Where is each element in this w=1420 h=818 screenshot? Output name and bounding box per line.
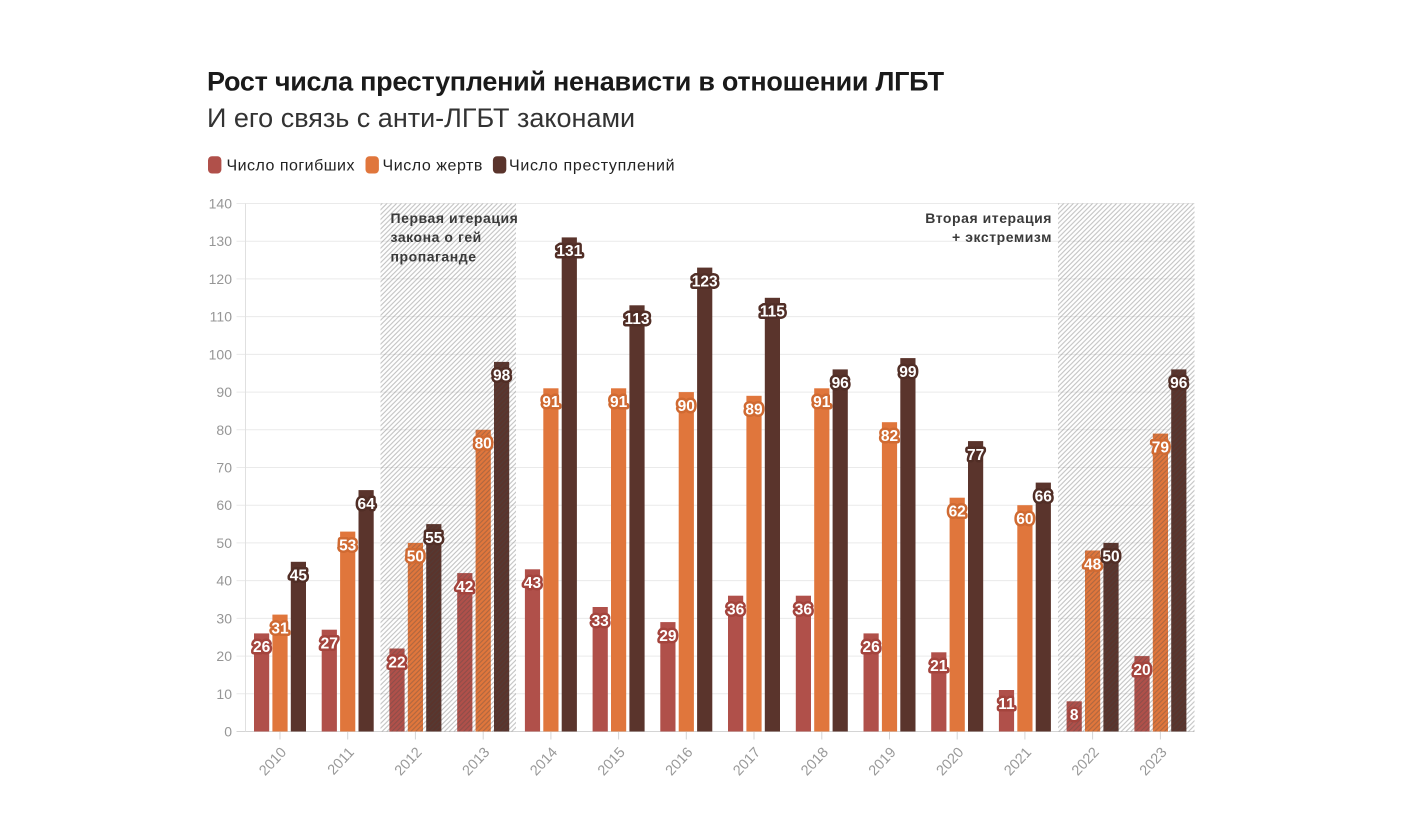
svg-text:11: 11	[998, 696, 1015, 713]
svg-text:22: 22	[388, 654, 405, 671]
svg-text:90: 90	[216, 384, 232, 400]
svg-text:110: 110	[210, 309, 233, 325]
svg-text:48: 48	[1084, 556, 1102, 573]
svg-text:50: 50	[1102, 549, 1119, 566]
svg-text:0: 0	[224, 724, 232, 740]
svg-text:90: 90	[678, 398, 695, 415]
svg-text:закона о гей: закона о гей	[391, 229, 482, 245]
svg-text:89: 89	[745, 402, 763, 419]
svg-text:пропаганде: пропаганде	[391, 249, 477, 265]
svg-text:79: 79	[1152, 439, 1170, 456]
svg-text:27: 27	[321, 636, 338, 653]
svg-text:Рост числа преступлений ненави: Рост числа преступлений ненависти в отно…	[207, 67, 945, 97]
svg-text:36: 36	[727, 602, 745, 619]
svg-text:100: 100	[209, 346, 233, 362]
svg-text:+ экстремизм: + экстремизм	[952, 229, 1052, 245]
svg-text:60: 60	[1016, 511, 1033, 528]
svg-text:Первая итерация: Первая итерация	[391, 210, 519, 226]
svg-text:123: 123	[692, 273, 718, 290]
svg-text:96: 96	[1170, 375, 1188, 392]
svg-text:91: 91	[610, 394, 628, 411]
svg-text:40: 40	[216, 573, 232, 589]
svg-text:Число жертв: Число жертв	[383, 158, 484, 175]
svg-text:77: 77	[967, 447, 984, 464]
svg-text:98: 98	[493, 368, 511, 385]
svg-text:82: 82	[881, 428, 898, 445]
svg-text:60: 60	[216, 497, 232, 513]
svg-text:33: 33	[592, 613, 610, 630]
svg-text:42: 42	[456, 579, 473, 596]
svg-text:20: 20	[216, 648, 232, 664]
svg-text:Число преступлений: Число преступлений	[509, 158, 675, 175]
svg-text:64: 64	[357, 496, 375, 513]
svg-text:8: 8	[1070, 707, 1079, 724]
svg-text:62: 62	[949, 504, 966, 521]
svg-text:31: 31	[271, 620, 289, 637]
svg-text:55: 55	[425, 530, 443, 547]
svg-text:130: 130	[209, 233, 233, 249]
svg-text:20: 20	[1133, 662, 1150, 679]
svg-text:И его связь с анти-ЛГБТ закона: И его связь с анти-ЛГБТ законами	[207, 103, 635, 133]
svg-text:50: 50	[407, 549, 424, 566]
svg-text:10: 10	[216, 686, 232, 702]
svg-text:45: 45	[290, 568, 308, 585]
svg-text:91: 91	[542, 394, 560, 411]
svg-text:26: 26	[253, 639, 271, 656]
svg-text:53: 53	[339, 537, 357, 554]
svg-text:Вторая итерация: Вторая итерация	[925, 210, 1052, 226]
svg-text:36: 36	[795, 602, 813, 619]
svg-text:30: 30	[216, 610, 232, 626]
svg-text:50: 50	[216, 535, 232, 551]
svg-text:91: 91	[813, 394, 831, 411]
svg-text:99: 99	[899, 364, 917, 381]
svg-text:70: 70	[216, 460, 232, 476]
svg-text:Число погибших: Число погибших	[227, 158, 355, 175]
svg-text:115: 115	[760, 304, 785, 321]
svg-text:113: 113	[624, 311, 649, 328]
svg-text:140: 140	[209, 196, 233, 212]
svg-text:21: 21	[930, 658, 948, 675]
svg-text:80: 80	[475, 436, 492, 453]
svg-text:29: 29	[659, 628, 677, 645]
svg-text:66: 66	[1035, 488, 1053, 505]
svg-text:26: 26	[862, 639, 880, 656]
svg-text:43: 43	[524, 575, 542, 592]
svg-text:80: 80	[216, 422, 232, 438]
svg-text:120: 120	[209, 271, 233, 287]
svg-text:96: 96	[832, 375, 850, 392]
svg-text:131: 131	[556, 243, 582, 260]
